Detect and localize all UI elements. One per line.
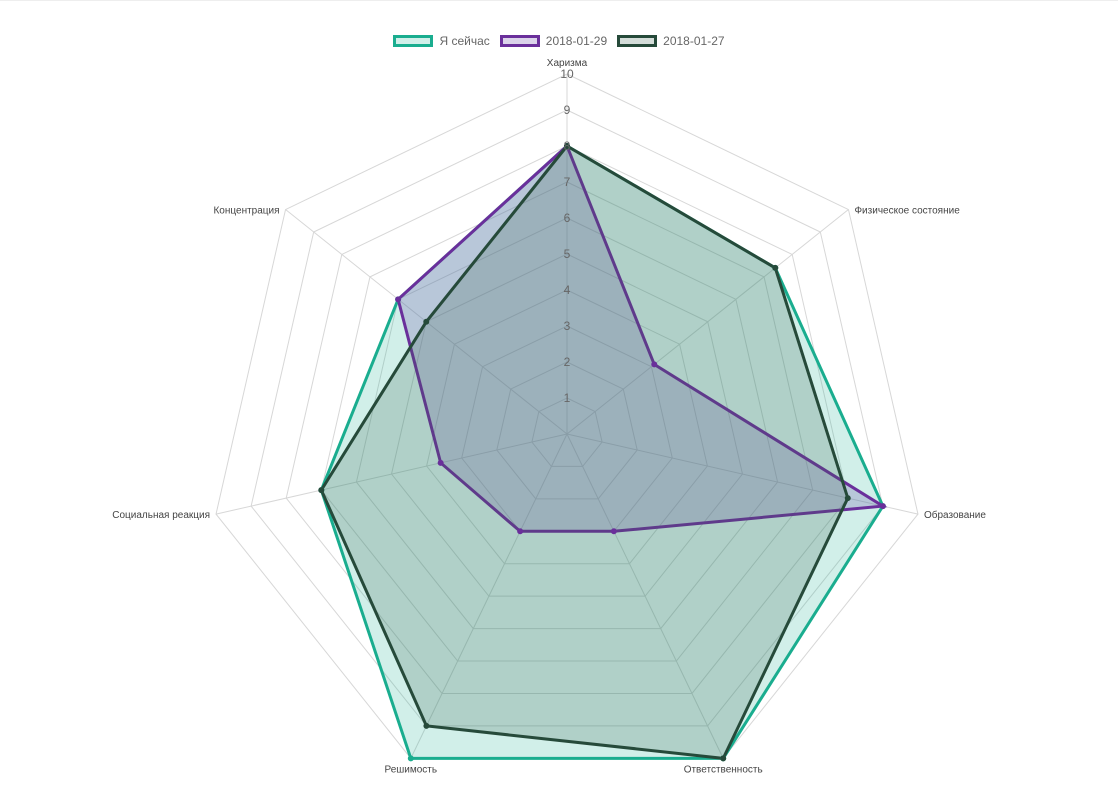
grid-spoke-5 xyxy=(215,433,568,515)
series-1-point-2 xyxy=(879,503,886,510)
tick-label-2: 2 xyxy=(564,355,571,369)
series-2-point-3 xyxy=(720,755,727,762)
grid-spoke-1 xyxy=(566,209,849,435)
tick-label-4: 4 xyxy=(564,283,571,297)
grid-spoke-4 xyxy=(410,433,568,759)
axis-label-4: Решимость xyxy=(384,764,437,775)
series-1-point-1 xyxy=(651,361,658,368)
series-2-point-4 xyxy=(423,722,430,729)
series-area-0 xyxy=(319,144,885,760)
series-1-point-3 xyxy=(610,528,617,535)
axis-label-0: Харизма xyxy=(547,58,588,69)
tick-label-1: 1 xyxy=(564,391,571,405)
tick-label-6: 6 xyxy=(564,211,571,225)
tick-label-3: 3 xyxy=(564,319,571,333)
grid-ring-1 xyxy=(531,397,603,467)
grid-spoke-2 xyxy=(566,433,919,515)
axis-label-1: Физическое состояние xyxy=(854,206,960,217)
grid-ring-2 xyxy=(496,361,638,500)
grid-ring-5 xyxy=(390,253,744,597)
tick-label-9: 9 xyxy=(564,103,571,117)
grid-ring-6 xyxy=(355,217,779,630)
legend-item-2018-01-29[interactable]: 2018-01-29 xyxy=(499,34,608,48)
legend-swatch-2018-01-29 xyxy=(499,35,540,47)
series-2-point-0 xyxy=(564,143,570,149)
grid-spoke-3 xyxy=(566,433,724,759)
grid-ring-8 xyxy=(285,145,849,694)
legend-swatch-ya-seychas xyxy=(393,35,434,47)
series-1-point-5 xyxy=(437,459,444,466)
series-1-point-6 xyxy=(395,296,402,303)
legend-swatch-2018-01-27 xyxy=(617,35,658,47)
axis-label-2: Образование xyxy=(924,509,986,521)
series-2-point-6 xyxy=(423,318,430,325)
legend-label-ya-seychas: Я сейчас xyxy=(439,34,490,48)
series-0-point-4 xyxy=(407,755,414,762)
series-area-1 xyxy=(396,143,888,533)
legend-label-2018-01-29: 2018-01-29 xyxy=(545,34,608,48)
axis-label-3: Ответственность xyxy=(684,764,763,775)
series-2-point-1 xyxy=(772,264,779,271)
tick-label-10: 10 xyxy=(560,67,574,81)
grid-ring-9 xyxy=(250,109,884,727)
legend-item-2018-01-27[interactable]: 2018-01-27 xyxy=(617,34,725,48)
axis-label-5: Социальная реакция xyxy=(112,510,210,521)
series-2-point-5 xyxy=(318,487,325,494)
series-1-point-4 xyxy=(517,528,524,535)
axis-label-6: Концентрация xyxy=(213,206,279,217)
tick-label-7: 7 xyxy=(564,175,571,189)
tick-label-8: 8 xyxy=(564,139,571,153)
legend-label-2018-01-27: 2018-01-27 xyxy=(663,34,725,48)
legend-item-ya-seychas[interactable]: Я сейчас xyxy=(393,34,490,48)
series-area-2 xyxy=(319,144,850,760)
tick-label-5: 5 xyxy=(564,247,571,261)
grid-ring-7 xyxy=(320,181,814,662)
grid-ring-4 xyxy=(426,289,708,565)
legend: Я сейчас 2018-01-29 2018-01-27 xyxy=(0,34,1118,48)
series-2-point-2 xyxy=(844,495,851,502)
